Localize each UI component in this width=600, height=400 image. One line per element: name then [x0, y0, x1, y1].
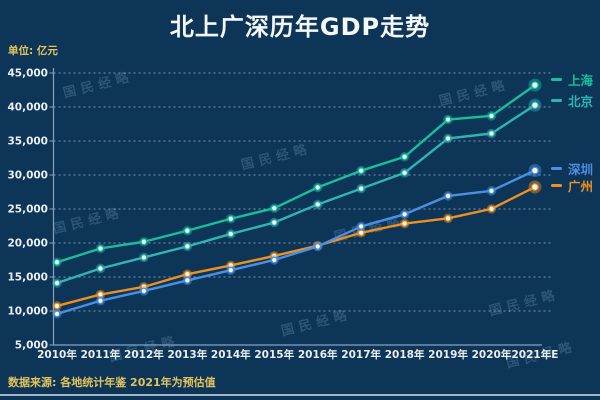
- data-point-shenzhen: [314, 243, 322, 250]
- data-point-shanghai: [140, 238, 148, 246]
- x-axis-label: 2016年: [298, 348, 338, 361]
- data-point-beijing: [401, 169, 408, 177]
- y-axis-label: 15,000: [7, 272, 48, 284]
- y-axis-label: 35,000: [7, 136, 48, 148]
- series-line-guangzhou: [56, 185, 536, 308]
- x-axis-label: 2018年: [385, 348, 425, 361]
- x-axis-label: 2021年E: [511, 348, 558, 361]
- y-axis-label: 40,000: [7, 102, 48, 114]
- data-point-shanghai: [53, 258, 61, 266]
- data-point-shanghai: [314, 184, 322, 191]
- legend-item-shenzhen: 深圳: [551, 159, 593, 178]
- source-note: 数据来源: 各地统计年鉴 2021年为预估值: [8, 376, 216, 389]
- data-point-shanghai: [184, 227, 191, 234]
- data-point-beijing: [314, 201, 322, 208]
- data-point-shenzhen: [53, 310, 61, 318]
- series-line-shenzhen: [56, 169, 536, 315]
- legend-label: 上海: [568, 73, 594, 88]
- data-point-beijing: [227, 230, 235, 238]
- data-point-guangzhou: [97, 291, 104, 298]
- x-axis-label: 2015年: [254, 348, 294, 361]
- y-axis-label: 45,000: [7, 68, 48, 80]
- data-point-shenzhen: [140, 287, 148, 295]
- data-point-guangzhou: [184, 270, 191, 278]
- chart-title: 北上广深历年GDP走势: [169, 13, 431, 41]
- y-axis-label: 5,000: [15, 340, 48, 352]
- data-point-shanghai: [531, 81, 539, 89]
- legend-dash-icon: [551, 78, 562, 81]
- x-axis-label: 2014年: [211, 348, 251, 361]
- data-point-shanghai: [357, 167, 365, 174]
- data-point-beijing: [357, 185, 365, 192]
- y-axis-label: 10,000: [7, 306, 48, 318]
- data-point-beijing: [184, 243, 191, 250]
- data-point-shenzhen: [270, 256, 278, 264]
- data-point-shenzhen: [444, 192, 452, 200]
- data-point-shenzhen: [184, 277, 191, 284]
- legend-item-guangzhou: 广州: [551, 176, 593, 195]
- data-point-beijing: [97, 265, 104, 272]
- data-point-guangzhou: [53, 302, 61, 310]
- data-point-beijing: [140, 254, 148, 261]
- legend-dash-icon: [551, 99, 562, 102]
- data-point-shanghai: [270, 204, 278, 212]
- legend-dash-icon: [551, 167, 562, 170]
- x-axis-label: 2013年: [167, 348, 207, 361]
- series-line-beijing: [56, 104, 536, 285]
- x-axis-label: 2010年: [37, 348, 77, 361]
- data-point-shenzhen: [227, 266, 235, 274]
- unit-label: 单位: 亿元: [8, 45, 58, 57]
- legend-item-beijing: 北京: [551, 91, 593, 110]
- data-point-beijing: [488, 130, 495, 137]
- x-axis-label: 2012年: [124, 348, 164, 361]
- y-axis-label: 25,000: [7, 204, 48, 216]
- legend-label: 北京: [568, 94, 594, 109]
- data-point-beijing: [444, 135, 452, 142]
- data-point-beijing: [531, 101, 539, 109]
- data-point-guangzhou: [531, 183, 539, 191]
- legend-label: 广州: [568, 179, 594, 194]
- legend-item-shanghai: 上海: [551, 70, 593, 89]
- x-axis-label: 2020年: [472, 348, 512, 361]
- data-point-shanghai: [97, 245, 104, 252]
- legend-label: 深圳: [568, 162, 594, 177]
- series-line-shanghai: [56, 84, 536, 264]
- data-point-shenzhen: [401, 210, 408, 218]
- data-point-shenzhen: [531, 166, 539, 175]
- y-axis-label: 30,000: [7, 170, 48, 182]
- footer-divider: [0, 393, 600, 396]
- data-point-shanghai: [444, 116, 452, 123]
- x-axis-label: 2019年: [428, 348, 468, 361]
- data-point-shanghai: [227, 215, 235, 223]
- data-point-beijing: [53, 279, 61, 287]
- data-point-shanghai: [401, 153, 408, 161]
- y-axis-label: 20,000: [7, 238, 48, 250]
- legend-dash-icon: [551, 184, 562, 187]
- data-point-shanghai: [488, 112, 495, 120]
- data-point-shenzhen: [97, 297, 104, 305]
- data-point-guangzhou: [488, 205, 495, 213]
- data-point-guangzhou: [444, 215, 452, 222]
- data-point-shenzhen: [357, 223, 365, 230]
- data-point-beijing: [270, 219, 278, 226]
- data-point-guangzhou: [357, 229, 365, 237]
- data-point-guangzhou: [401, 220, 408, 227]
- data-point-shenzhen: [488, 187, 495, 195]
- x-axis-label: 2017年: [341, 348, 381, 361]
- x-axis-label: 2011年: [81, 348, 121, 361]
